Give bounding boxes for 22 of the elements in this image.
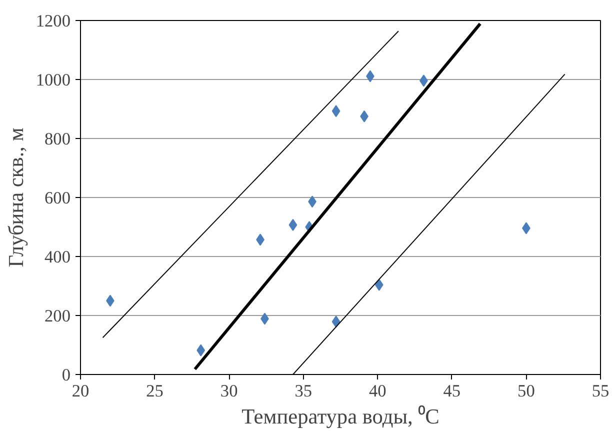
point [332,316,340,328]
y-tick-label: 200 [44,306,71,326]
x-tick-label: 45 [443,382,461,400]
y-tick-label: 1200 [36,12,70,30]
x-tick-label: 30 [220,382,238,400]
x-axis-title: Температура воды, ⁰C [242,404,440,428]
x-tick-label: 35 [294,382,312,400]
x-tick-label: 40 [368,382,386,400]
point [196,344,206,356]
y-tick-label: 0 [62,366,71,384]
x-tick-label: 25 [146,382,164,400]
point [288,218,298,231]
y-tick-label: 1000 [36,70,70,90]
x-tick-label: 50 [518,382,535,400]
point [332,105,340,118]
point [374,278,384,291]
y-tick-label: 800 [44,130,71,148]
x-tick-label: 55 [592,382,610,400]
x-tick-label: 20 [72,382,90,400]
y-tick-label: 600 [44,188,71,208]
y-axis-title: Глубина скв., м [4,128,28,268]
y-tick-label: 400 [44,248,71,266]
